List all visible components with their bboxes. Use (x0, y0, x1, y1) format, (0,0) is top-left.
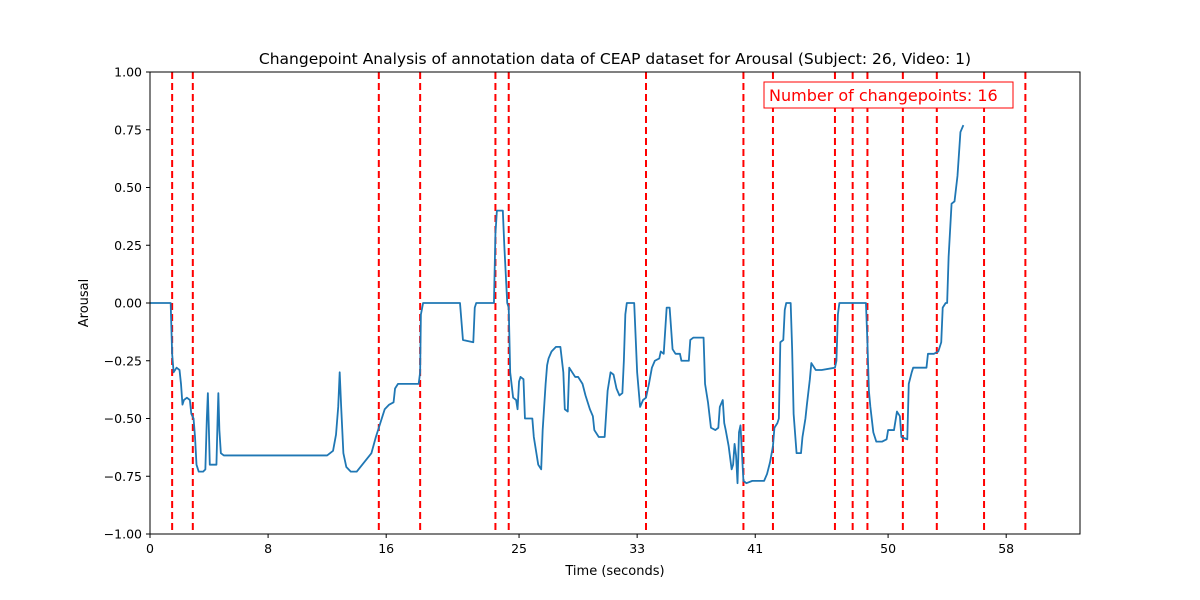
annotation-box (763, 81, 1014, 109)
y-tick-label: 0.75 (114, 122, 142, 137)
y-tick-label: −0.75 (104, 469, 142, 484)
chart-title: Changepoint Analysis of annotation data … (259, 50, 971, 68)
changepoint-count-annotation: Number of changepoints: 16 (763, 81, 1014, 109)
series-line (150, 124, 965, 485)
y-tick-label: −0.50 (104, 411, 142, 426)
x-axis: 0 8 16 25 33 41 50 58 (146, 534, 1014, 556)
y-tick-label: 1.00 (114, 65, 142, 80)
y-axis: −1.00 −0.75 −0.50 −0.25 0.00 0.25 0.50 0.75 1.00 (104, 65, 150, 542)
x-tick-label: 25 (511, 541, 527, 556)
x-tick-label: 50 (880, 541, 896, 556)
y-tick-label: −1.00 (104, 527, 142, 542)
x-tick-label: 8 (264, 541, 272, 556)
series-layer (150, 124, 965, 485)
x-tick-label: 58 (998, 541, 1014, 556)
x-tick-label: 33 (629, 541, 645, 556)
y-tick-label: 0.00 (114, 296, 142, 311)
y-tick-label: 0.25 (114, 238, 142, 253)
x-tick-label: 0 (146, 541, 154, 556)
x-tick-label: 41 (747, 541, 763, 556)
y-tick-label: −0.25 (104, 353, 142, 368)
annotation-text: Number of changepoints: 16 (769, 86, 998, 105)
y-tick-label: 0.50 (114, 180, 142, 195)
changepoint-lines (171, 72, 1027, 534)
y-axis-label: Arousal (77, 279, 92, 328)
x-axis-label: Time (seconds) (564, 564, 664, 579)
x-tick-label: 16 (378, 541, 394, 556)
